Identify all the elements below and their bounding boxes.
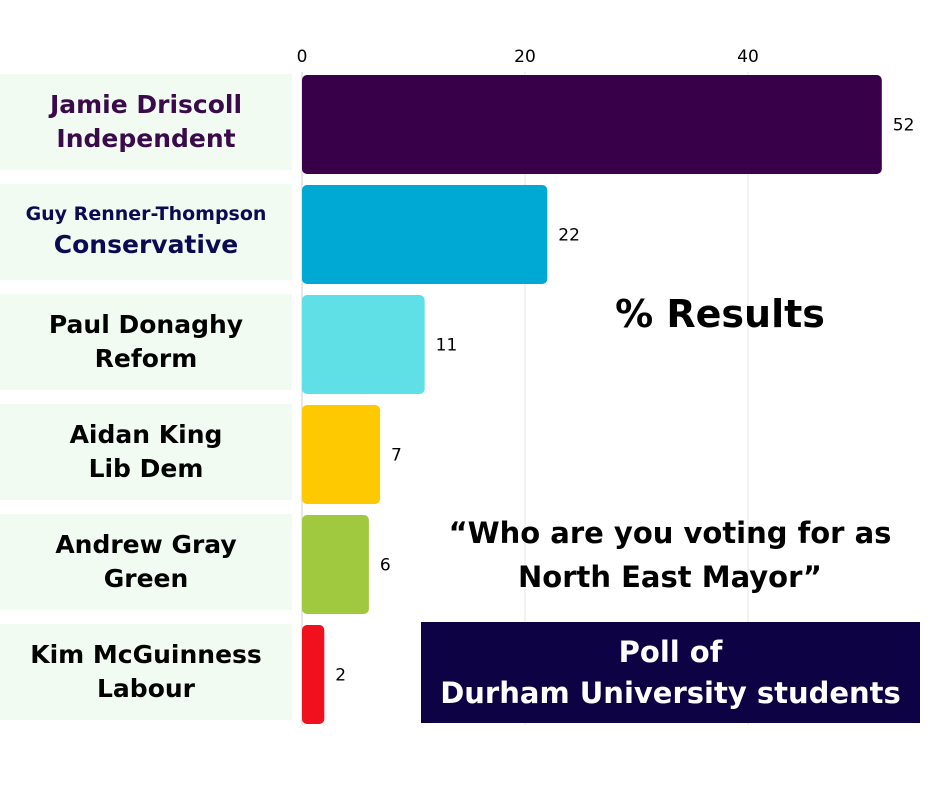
bar (302, 185, 548, 284)
bar (302, 625, 325, 724)
category-label: Jamie Driscoll Independent (0, 74, 292, 170)
x-tick-label: 0 (297, 47, 308, 67)
party-name: Labour (97, 674, 195, 703)
party-name: Lib Dem (88, 454, 204, 483)
poll-source-line-1: Poll of (618, 634, 723, 669)
poll-source-line-2: Durham University students (440, 675, 901, 710)
party-name: Independent (56, 124, 236, 153)
x-tick-label: 40 (737, 47, 759, 67)
candidate-name: Guy Renner-Thompson (25, 203, 267, 226)
poll-question-line-2: North East Mayor” (518, 559, 822, 594)
category-label: Aidan King Lib Dem (0, 404, 292, 500)
candidate-name: Jamie Driscoll (49, 90, 243, 120)
candidate-name: Aidan King (69, 420, 223, 450)
bar-value-label: 52 (893, 116, 915, 136)
bar-value-label: 11 (436, 336, 458, 356)
candidate-name: Andrew Gray (55, 530, 237, 560)
x-tick-label: 20 (514, 47, 536, 67)
bar (302, 295, 425, 394)
party-name: Reform (94, 344, 198, 373)
candidate-name: Paul Donaghy (48, 310, 244, 340)
category-label: Paul Donaghy Reform (0, 294, 292, 390)
category-label: Kim McGuinness Labour (0, 624, 292, 720)
bar-value-label: 2 (335, 666, 346, 686)
bar-value-label: 7 (391, 446, 402, 466)
candidate-name: Kim McGuinness (30, 640, 262, 670)
poll-source-box: Poll of Durham University students (421, 622, 920, 723)
party-name: Conservative (53, 229, 239, 259)
bar (302, 405, 381, 504)
poll-question-line-1: “Who are you voting for as (448, 516, 892, 550)
bar (302, 515, 369, 614)
bar-value-label: 22 (558, 226, 580, 246)
poll-question: “Who are you voting for as North East Ma… (430, 512, 910, 599)
category-label: Guy Renner-Thompson Conservative (0, 184, 292, 280)
bar (302, 75, 882, 174)
bar-value-label: 6 (380, 556, 391, 576)
category-label: Andrew Gray Green (0, 514, 292, 610)
party-name: Green (103, 564, 189, 593)
chart-title: % Results (615, 292, 825, 336)
